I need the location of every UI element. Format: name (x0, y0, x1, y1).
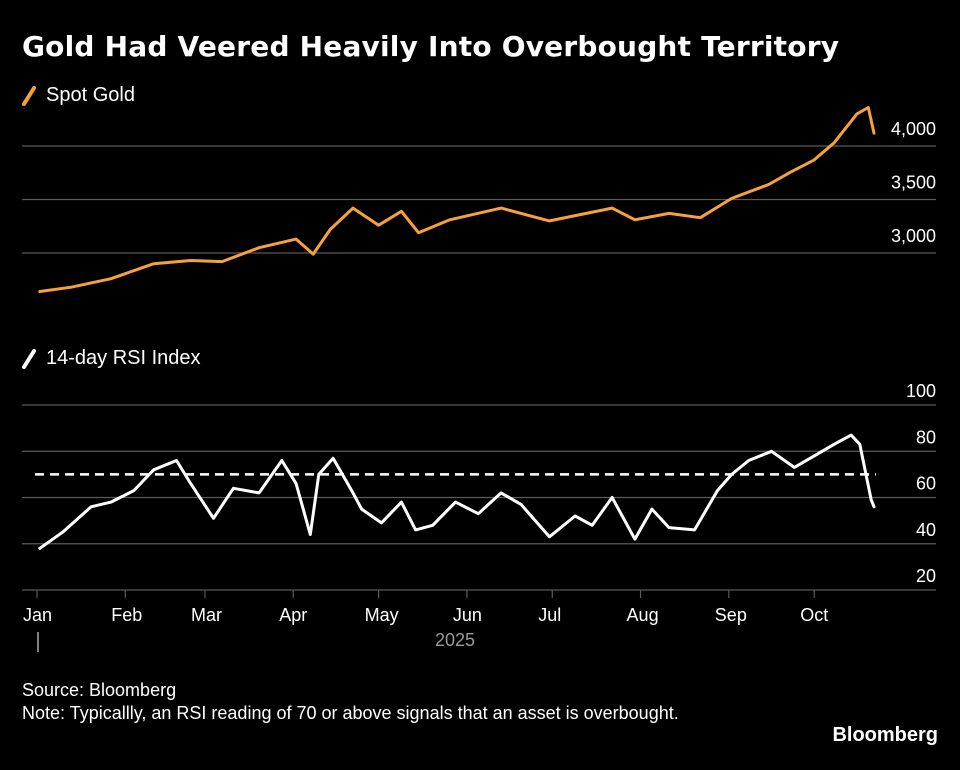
legend-swatch-gold (22, 85, 36, 106)
rsi-tick-label: 60 (916, 474, 936, 494)
rsi-series-line (38, 433, 876, 550)
legend-swatch-rsi (22, 348, 36, 369)
rsi-tick-label: 20 (916, 566, 936, 586)
x-tick-label-apr: Apr (279, 605, 307, 625)
x-axis-year-label: 2025 (435, 630, 475, 650)
rsi-tick-label: 80 (916, 427, 936, 447)
legend-label-gold: Spot Gold (46, 84, 135, 106)
x-tick-label-sep: Sep (715, 605, 747, 625)
legend-rsi: 14-day RSI Index (22, 347, 201, 370)
brand-logo: Bloomberg (832, 724, 938, 746)
legend-spot-gold: Spot Gold (22, 84, 135, 107)
x-tick-label-feb: Feb (111, 605, 142, 625)
x-tick-label-jun: Jun (453, 605, 482, 625)
rsi-tick-label: 100 (906, 381, 936, 401)
chart-title: Gold Had Veered Heavily Into Overbought … (22, 30, 840, 63)
x-tick-label-may: May (365, 605, 399, 625)
x-tick-label-jan: Jan (23, 605, 52, 625)
x-tick-label-aug: Aug (627, 605, 659, 625)
source-text: Source: Bloomberg (22, 680, 177, 700)
x-tick-label-oct: Oct (800, 605, 828, 625)
gold-tick-label: 4,000 (891, 119, 936, 139)
rsi-tick-label: 40 (916, 520, 936, 540)
gold-tick-label: 3,000 (891, 226, 936, 246)
gold-tick-label: 3,500 (891, 173, 936, 193)
x-tick-label-jul: Jul (538, 605, 561, 625)
legend-label-rsi: 14-day RSI Index (46, 347, 201, 369)
x-tick-label-mar: Mar (191, 605, 222, 625)
note-text: Note: Typicallly, an RSI reading of 70 o… (22, 703, 679, 723)
